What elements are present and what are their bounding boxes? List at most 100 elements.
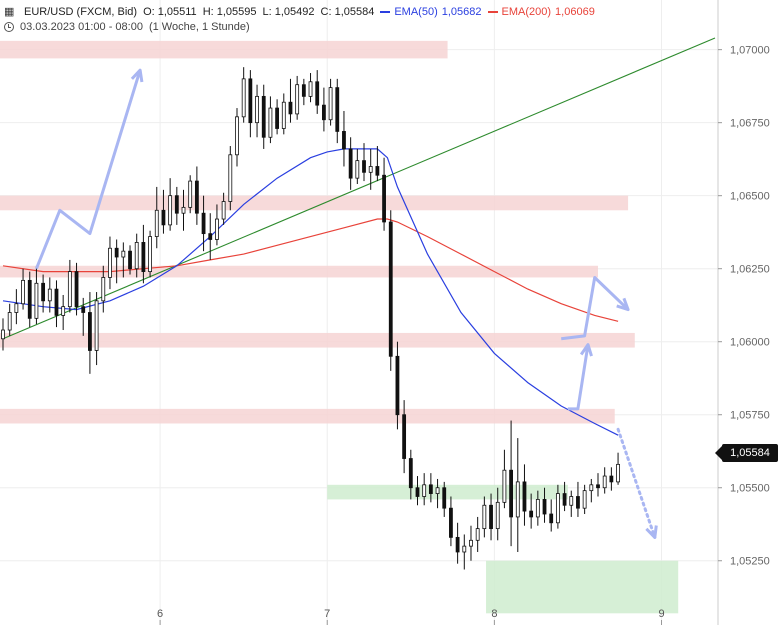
x-tick-label: 8: [491, 608, 497, 620]
low-value: L: 1,05492: [262, 5, 315, 18]
candle-body: [335, 87, 340, 132]
candle-body: [482, 504, 487, 530]
candle-body: [1, 329, 5, 340]
candle-body: [308, 81, 313, 97]
candle-body: [549, 513, 554, 524]
candle-body: [442, 487, 447, 509]
candle-body: [161, 209, 166, 226]
candle-body: [388, 221, 393, 357]
ema50-swatch: [380, 10, 391, 13]
candle-body: [435, 487, 440, 494]
candle-body: [241, 78, 246, 118]
projection-arrowhead: [579, 343, 593, 357]
candlestick-icon: ▦: [4, 6, 15, 18]
candle-body: [67, 271, 72, 308]
candle-body: [215, 218, 219, 240]
candle-body: [415, 487, 420, 497]
candle-body: [402, 414, 407, 459]
candle-body: [194, 180, 199, 214]
candle-body: [181, 206, 186, 214]
date-range: 03.03.2023 01:00 - 08:00: [20, 21, 143, 33]
legend-ema50[interactable]: EMA(50) 1,05682: [380, 5, 482, 18]
period-label: (1 Woche, 1 Stunde): [148, 21, 250, 33]
candle-body: [94, 300, 99, 351]
candle-body: [275, 107, 280, 129]
trendline: [2, 37, 716, 340]
candle-body: [522, 481, 527, 512]
candle-body: [101, 277, 106, 302]
candle-body: [315, 81, 320, 106]
candle-body: [141, 242, 146, 273]
candle-body: [449, 507, 453, 538]
candle-body: [321, 104, 326, 121]
candle-body: [509, 469, 513, 518]
candle-body: [255, 95, 259, 124]
candle-body: [562, 493, 567, 506]
ema50-line: [2, 148, 619, 436]
candle-body: [475, 528, 480, 541]
candle-body: [328, 87, 333, 121]
candle-body: [7, 312, 12, 331]
y-tick-label: 1,06000: [730, 337, 770, 349]
candle-body: [455, 536, 460, 553]
candle-body: [462, 545, 467, 553]
candle-body: [602, 475, 607, 489]
candle-body: [529, 510, 534, 518]
candle-body: [261, 95, 266, 138]
candle-body: [27, 279, 32, 319]
candle-body: [114, 247, 119, 258]
candle-body: [168, 195, 173, 226]
candle-body: [128, 250, 132, 270]
y-tick-label: 1,07000: [730, 45, 770, 57]
close-value: C: 1,05584: [320, 5, 375, 18]
candle-body: [576, 496, 580, 509]
candle-body: [375, 166, 380, 176]
candle-body: [582, 490, 587, 509]
candle-body: [61, 306, 66, 316]
candle-body: [428, 484, 433, 494]
x-tick-label: 6: [157, 608, 163, 620]
support-zone: [486, 560, 679, 614]
candle-body: [21, 279, 25, 305]
candle-body: [41, 282, 46, 302]
y-tick-label: 1,05250: [730, 556, 770, 568]
chart-header: ▦ EUR/USD (FXCM, Bid) O: 1,05511 H: 1,05…: [0, 0, 716, 38]
candle-body: [174, 195, 179, 214]
support-zone: [327, 484, 568, 500]
projection-arrowhead: [616, 297, 630, 312]
candle-body: [502, 469, 507, 503]
candle-body: [34, 282, 39, 319]
resistance-zone: [0, 408, 615, 424]
resistance-zone: [0, 195, 629, 211]
candle-body: [54, 288, 59, 316]
candle-body: [74, 271, 79, 308]
candle-body: [555, 493, 560, 524]
ema200-swatch: [487, 10, 498, 13]
candle-body: [108, 247, 112, 278]
y-tick-label: 1,05750: [730, 410, 770, 422]
candle-body: [395, 355, 400, 416]
resistance-zone: [0, 332, 635, 348]
candle-body: [221, 201, 226, 220]
candle-body: [88, 312, 92, 351]
candle-body: [616, 463, 620, 483]
projection-arrow: [35, 69, 142, 270]
candle-body: [535, 499, 540, 518]
x-tick-label: 9: [658, 608, 664, 620]
legend-ema200[interactable]: EMA(200) 1,06069: [487, 6, 595, 18]
high-value: H: 1,05595: [202, 5, 257, 18]
candle-body: [495, 501, 500, 530]
symbol-label: EUR/USD (FXCM, Bid): [24, 5, 138, 18]
candle-body: [14, 303, 19, 313]
candle-body: [489, 504, 493, 530]
y-tick-label: 1,06750: [730, 118, 770, 130]
ema50-label: EMA(50): [394, 5, 438, 18]
candle-body: [368, 166, 373, 173]
projection-arrow: [561, 276, 630, 341]
candle-body: [268, 107, 273, 138]
y-tick-label: 1,05500: [730, 483, 770, 495]
ema200-line: [2, 218, 619, 322]
candle-body: [235, 116, 239, 156]
candle-body: [596, 484, 600, 489]
